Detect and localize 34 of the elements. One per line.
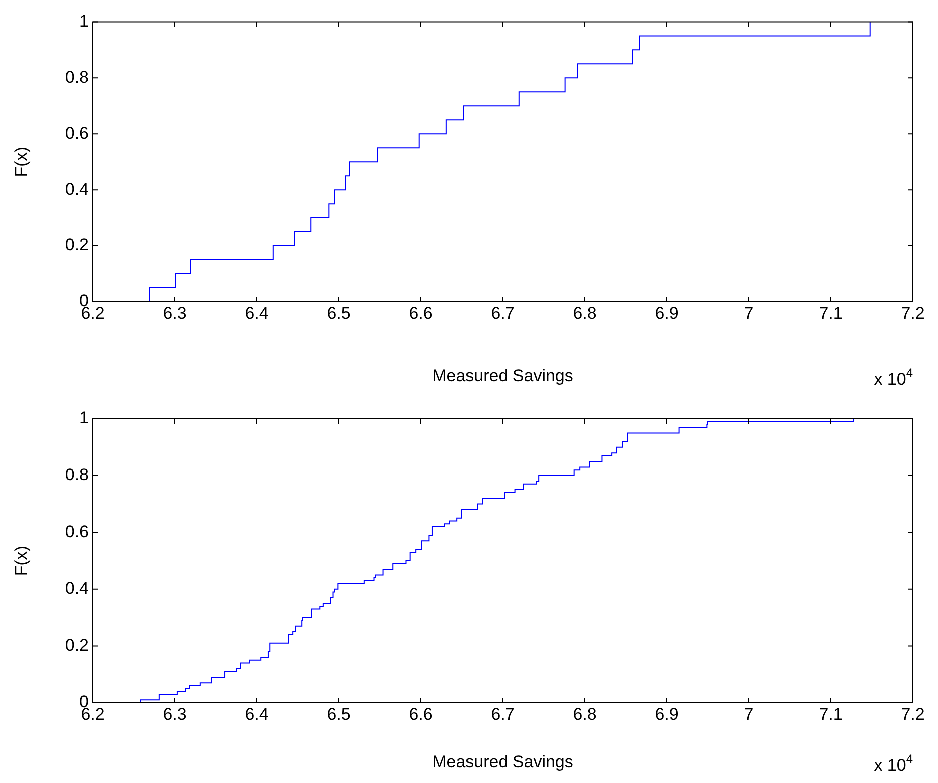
y-tick-label: 0.2 (65, 636, 89, 655)
y-tick-label: 0.6 (65, 124, 89, 143)
x-tick-label: 6.8 (573, 304, 597, 323)
x-tick-label: 6.9 (655, 704, 679, 724)
y-tick-label: 0.6 (65, 522, 89, 542)
y-tick-label: 0.2 (65, 236, 89, 255)
x-tick-label: 6.5 (327, 304, 351, 323)
x-tick-label: 6.9 (655, 304, 679, 323)
x-tick-label: 6.7 (491, 704, 515, 724)
x-tick-label: 6.7 (491, 304, 515, 323)
x-tick-label: 6.4 (245, 304, 269, 323)
x-tick-label: 6.5 (327, 704, 351, 724)
x-tick-label: 7.1 (819, 704, 843, 724)
y-tick-label: 0.4 (65, 180, 89, 199)
x-axis-title: Measured Savings (432, 366, 574, 386)
y-axis-title: F(x) (12, 146, 31, 178)
y-tick-label: 1 (80, 12, 89, 31)
y-axis-title: F(x) (12, 546, 31, 576)
x-tick-label: 6.6 (409, 704, 433, 724)
x-tick-label: 7 (744, 304, 754, 323)
x-tick-label: 6.3 (163, 304, 187, 323)
y-tick-label: 0.4 (65, 579, 89, 598)
x-axis-title: Measured Savings (432, 752, 574, 772)
x-tick-label: 7.2 (901, 304, 925, 323)
x-tick-label: 6.8 (573, 704, 597, 724)
x-tick-label: 7.2 (901, 704, 925, 724)
y-tick-label: 0.8 (65, 68, 89, 87)
x-tick-label: 7.1 (819, 304, 843, 323)
y-tick-label: 0.8 (65, 465, 89, 484)
x-tick-label: 7 (744, 704, 754, 724)
x-tick-label: 6.6 (409, 304, 433, 323)
x-tick-label: 6.3 (163, 704, 187, 724)
y-tick-label: 1 (80, 408, 89, 428)
x-tick-label: 6.4 (245, 704, 269, 724)
